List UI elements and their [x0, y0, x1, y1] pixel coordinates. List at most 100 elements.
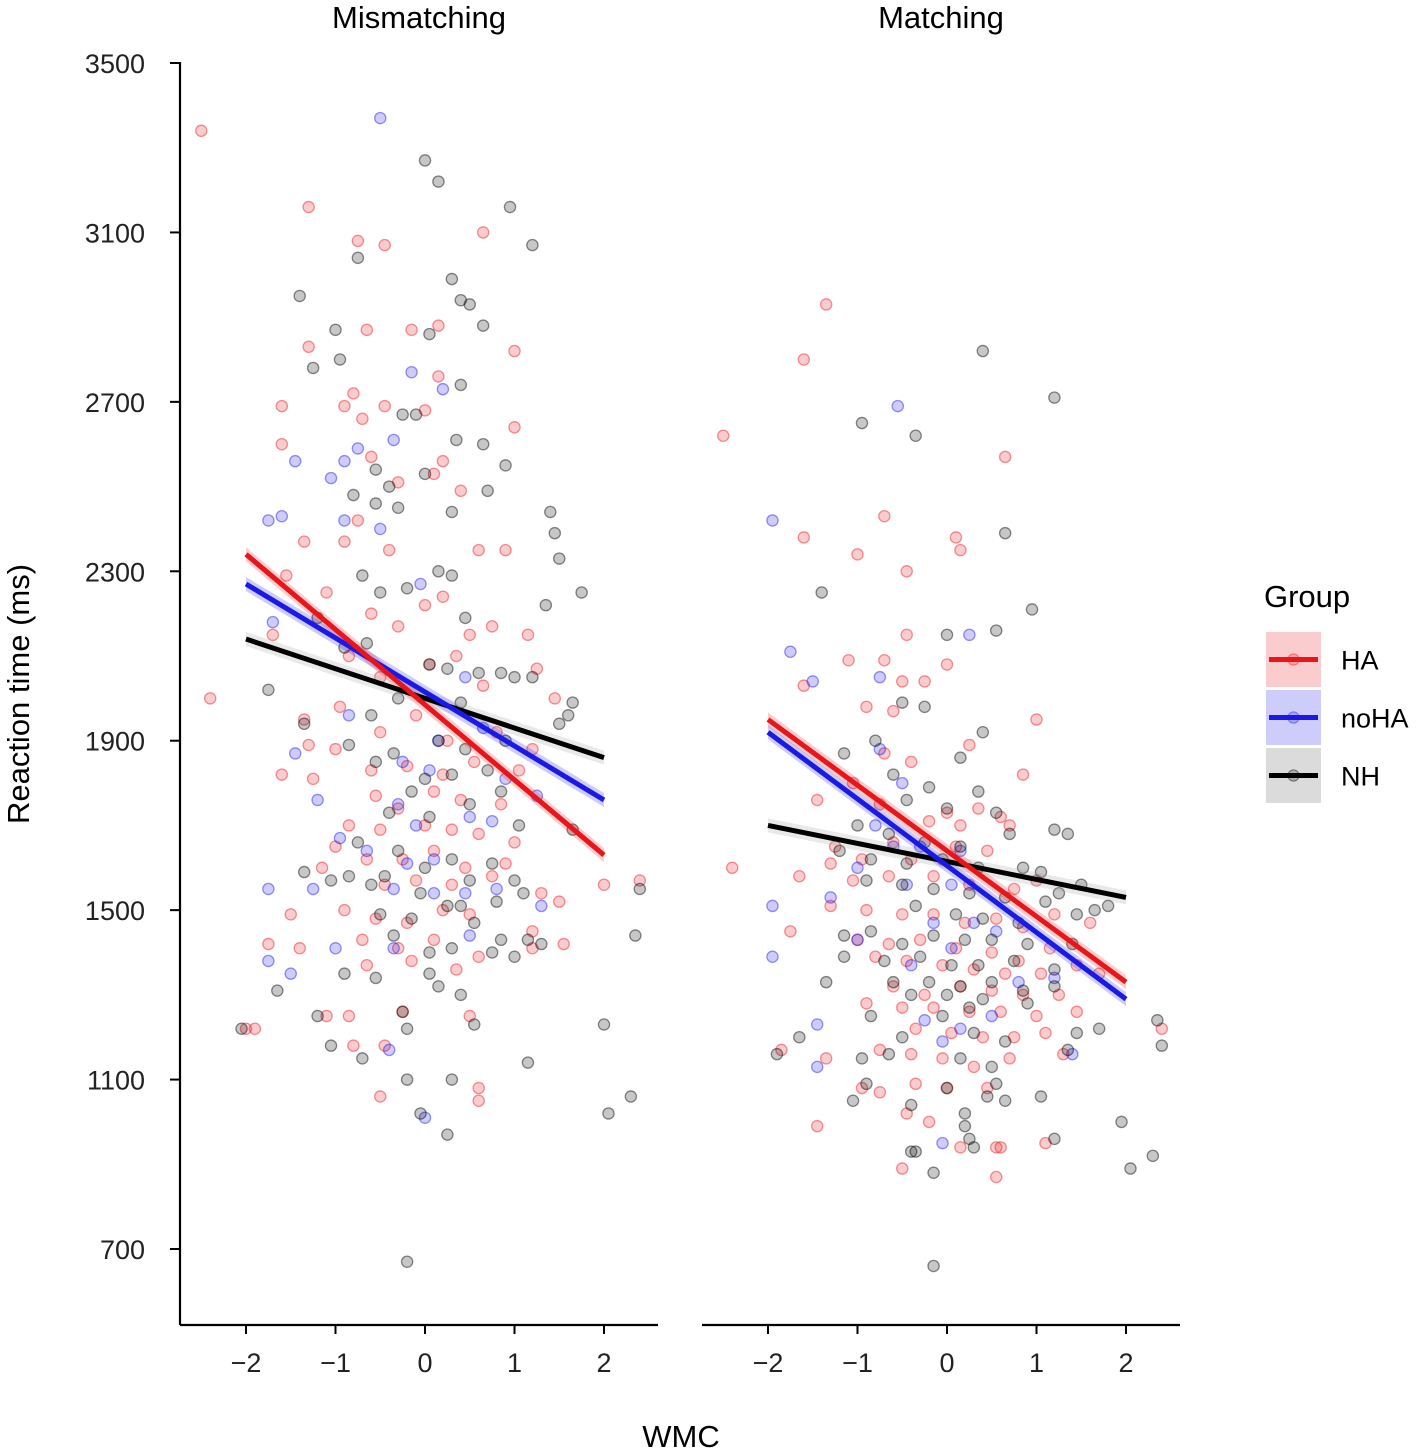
data-point-ha: [963, 1005, 976, 1019]
data-point-noha: [262, 514, 275, 527]
data-point-ha: [280, 569, 293, 582]
legend-entry-noha: noHA: [1266, 690, 1409, 745]
data-point-ha: [989, 912, 1003, 925]
data-point-ha: [494, 798, 508, 811]
data-point-ha: [373, 725, 387, 739]
data-point-ha: [597, 878, 611, 891]
data-point-nh: [454, 988, 468, 1002]
data-point-ha: [463, 908, 476, 921]
data-point-nh: [1034, 865, 1048, 879]
data-point-ha: [262, 937, 275, 951]
data-point-ha: [418, 598, 432, 612]
data-point-ha: [320, 1009, 333, 1023]
data-point-ha: [1083, 916, 1097, 930]
data-point-nh: [423, 810, 436, 824]
data-point-nh: [1146, 1149, 1160, 1163]
data-point-nh: [855, 1052, 869, 1065]
data-point-noha: [463, 929, 476, 942]
y-tick-label: 700: [100, 1235, 145, 1265]
data-point-ha: [508, 344, 521, 358]
data-point-nh: [405, 912, 418, 925]
data-point-nh: [445, 272, 459, 286]
x-tick-label: 2: [596, 1348, 611, 1378]
data-point-nh: [391, 692, 405, 705]
data-point-nh: [526, 238, 539, 252]
data-point-ha: [1003, 819, 1016, 832]
data-point-ha: [869, 950, 882, 963]
data-point-nh: [445, 505, 459, 519]
fit-line-noha: [766, 730, 1128, 1002]
data-point-nh: [423, 327, 436, 341]
data-point-ha: [878, 509, 891, 523]
data-point-nh: [904, 1098, 918, 1112]
data-point-ha: [918, 988, 931, 1002]
data-point-ha: [548, 692, 562, 705]
data-point-ha: [378, 1039, 391, 1052]
data-point-ha: [824, 857, 837, 870]
data-point-nh: [347, 488, 360, 502]
data-point-nh: [624, 1090, 638, 1103]
data-point-nh: [882, 1047, 896, 1061]
data-point-noha: [373, 111, 387, 125]
data-point-nh: [833, 844, 846, 858]
data-point-nh: [414, 1107, 427, 1120]
data-point-nh: [945, 958, 958, 972]
data-point-nh: [369, 755, 383, 769]
data-point-ha: [347, 387, 360, 400]
data-point-ha: [918, 675, 931, 688]
data-point-nh: [1070, 908, 1084, 921]
data-point-ha: [896, 908, 909, 921]
data-point-nh: [998, 1094, 1012, 1108]
data-point-ha: [378, 878, 391, 891]
data-point-noha: [766, 514, 779, 527]
data-point-nh: [837, 747, 851, 760]
data-point-ha: [963, 738, 976, 752]
data-point-ha: [810, 793, 824, 807]
data-point-ha: [248, 1022, 262, 1035]
data-point-ha: [940, 806, 954, 819]
data-point-nh: [485, 946, 499, 959]
data-point-nh: [481, 484, 494, 498]
data-point-ha: [360, 323, 374, 337]
data-point-nh: [1025, 603, 1039, 616]
data-point-nh: [575, 586, 588, 599]
data-point-ha: [851, 548, 864, 561]
data-point-ha: [356, 933, 369, 947]
data-point-nh: [391, 501, 405, 514]
data-point-nh: [837, 950, 851, 963]
facet-panel: Mismatching−2 −1 0 1 27001100150019002300270…: [85, 0, 658, 1378]
data-point-noha: [766, 950, 779, 963]
data-point-nh: [418, 861, 432, 875]
data-point-ha: [989, 1170, 1003, 1184]
data-point-nh: [351, 251, 365, 265]
data-point-ha: [985, 946, 999, 959]
data-point-nh: [1048, 980, 1061, 993]
x-axis-title: WMC: [642, 1419, 719, 1454]
data-point-nh: [306, 361, 320, 375]
data-point-nh: [940, 988, 954, 1002]
data-point-nh: [936, 1009, 949, 1023]
data-point-nh: [356, 1052, 369, 1065]
data-point-ha: [922, 814, 936, 828]
data-point-noha: [338, 454, 351, 468]
data-point-ha: [936, 1052, 949, 1065]
data-point-nh: [566, 696, 579, 709]
data-point-ha: [904, 755, 918, 769]
data-point-ha: [382, 543, 396, 557]
data-point-ha: [203, 692, 217, 705]
data-point-ha: [530, 662, 544, 675]
data-point-nh: [508, 874, 521, 887]
data-point-nh: [432, 734, 445, 747]
data-point-ha: [356, 412, 369, 426]
data-point-nh: [864, 925, 878, 938]
data-point-nh: [976, 344, 990, 358]
data-point-ha: [409, 874, 423, 887]
data-point-nh: [324, 874, 338, 887]
data-point-ha: [338, 399, 351, 413]
data-point-nh: [396, 1005, 409, 1019]
data-point-ha: [976, 1030, 990, 1044]
data-point-ha: [775, 1043, 788, 1057]
data-point-ha: [427, 467, 441, 481]
data-point-ha: [405, 954, 418, 968]
data-point-noha: [311, 793, 324, 807]
